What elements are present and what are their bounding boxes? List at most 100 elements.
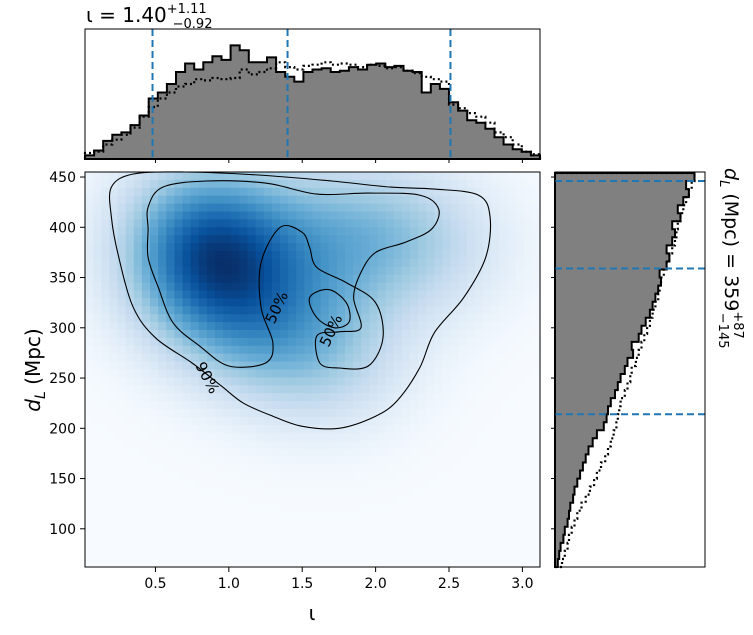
heatmap-cell — [223, 519, 232, 529]
heatmap-cell — [263, 393, 273, 402]
heatmap-cell — [312, 235, 322, 244]
heatmap-cell — [507, 495, 517, 505]
heatmap-cell — [531, 243, 541, 252]
heatmap-cell — [385, 416, 395, 426]
heatmap-cell — [125, 290, 135, 299]
heatmap-cell — [174, 543, 184, 552]
heatmap-cell — [483, 219, 492, 228]
contour-lines — [108, 171, 492, 430]
heatmap-cell — [85, 187, 94, 197]
heatmap-cell — [182, 219, 192, 228]
heatmap-cell — [345, 337, 354, 347]
heatmap-cell — [401, 527, 411, 536]
heatmap-cell — [393, 243, 403, 252]
heatmap-cell — [231, 361, 240, 371]
heatmap-cell — [434, 195, 444, 205]
heatmap-cell — [150, 274, 159, 284]
heatmap-cell — [450, 551, 460, 560]
heatmap-cell — [418, 172, 427, 181]
heatmap-cell — [304, 227, 314, 236]
heatmap-cell — [93, 172, 102, 181]
heatmap-cell — [369, 456, 379, 465]
heatmap-cell — [312, 219, 322, 228]
heatmap-cell — [507, 393, 517, 402]
heatmap-cell — [328, 314, 338, 323]
heatmap-cell — [385, 211, 395, 220]
heatmap-cell — [385, 535, 395, 544]
heatmap-cell — [255, 282, 265, 292]
heatmap-cell — [458, 527, 468, 536]
heatmap-cell — [85, 243, 94, 252]
heatmap-cell — [377, 282, 387, 292]
heatmap-cell — [320, 282, 330, 292]
heatmap-cell — [166, 274, 175, 284]
heatmap-cell — [385, 290, 395, 299]
heatmap-cell — [280, 322, 289, 331]
heatmap-cell — [239, 172, 249, 181]
heatmap-cell — [499, 440, 509, 450]
heatmap-cell — [450, 314, 460, 323]
contour-1 — [146, 180, 440, 370]
heatmap-cell — [336, 377, 346, 386]
heatmap-cell — [458, 337, 468, 347]
heatmap-cell — [101, 488, 110, 497]
heatmap-cell — [239, 393, 249, 402]
heatmap-cell — [117, 330, 127, 339]
heatmap-cell — [85, 472, 94, 481]
heatmap-cell — [174, 337, 184, 347]
heatmap-cell — [475, 432, 484, 442]
heatmap-cell — [523, 543, 533, 552]
heatmap-cell — [141, 219, 151, 228]
heatmap-cell — [483, 314, 492, 323]
heatmap-cell — [101, 377, 110, 386]
heatmap-cell — [328, 488, 338, 497]
heatmap-cell — [166, 535, 175, 544]
heatmap-cell — [182, 393, 192, 402]
heatmap-cell — [198, 314, 208, 323]
heatmap-cell — [166, 456, 175, 465]
heatmap-cell — [531, 203, 541, 213]
heatmap-cell — [475, 330, 484, 339]
heatmap-cell — [458, 322, 468, 331]
heatmap-cell — [190, 440, 200, 450]
heatmap-cell — [499, 330, 509, 339]
heatmap-cell — [158, 432, 167, 442]
heatmap-cell — [296, 393, 305, 402]
heatmap-cell — [483, 440, 492, 450]
heatmap-cell — [101, 401, 110, 410]
heatmap-cell — [247, 432, 257, 442]
heatmap-cell — [377, 298, 387, 307]
heatmap-cell — [499, 337, 509, 347]
heatmap-cell — [166, 172, 175, 181]
heatmap-cell — [458, 345, 468, 355]
heatmap-cell — [247, 258, 257, 268]
heatmap-cell — [336, 353, 346, 363]
heatmap-cell — [361, 227, 370, 236]
heatmap-cell — [499, 282, 509, 292]
heatmap-cell — [133, 472, 143, 481]
heatmap-cell — [239, 298, 249, 307]
heatmap-cell — [345, 432, 354, 442]
heatmap-cell — [377, 187, 387, 197]
heatmap-cell — [328, 353, 338, 363]
heatmap-cell — [117, 559, 127, 568]
heatmap-cell — [263, 337, 273, 347]
heatmap-cell — [101, 543, 110, 552]
heatmap-cell — [158, 266, 167, 276]
heatmap-cell — [125, 353, 135, 363]
heatmap-cell — [353, 290, 362, 299]
heatmap-cell — [215, 282, 224, 292]
heatmap-cell — [101, 227, 110, 236]
heatmap-cell — [125, 503, 135, 513]
heatmap-cell — [215, 527, 224, 536]
heatmap-cell — [133, 495, 143, 505]
heatmap-cell — [280, 298, 289, 307]
heatmap-cell — [93, 274, 102, 284]
heatmap-cell — [125, 511, 135, 521]
heatmap-cell — [133, 195, 143, 205]
heatmap-cell — [320, 503, 330, 513]
heatmap-cell — [426, 503, 435, 513]
heatmap-cell — [239, 251, 249, 260]
heatmap-cell — [85, 298, 94, 307]
heatmap-cell — [117, 503, 127, 513]
